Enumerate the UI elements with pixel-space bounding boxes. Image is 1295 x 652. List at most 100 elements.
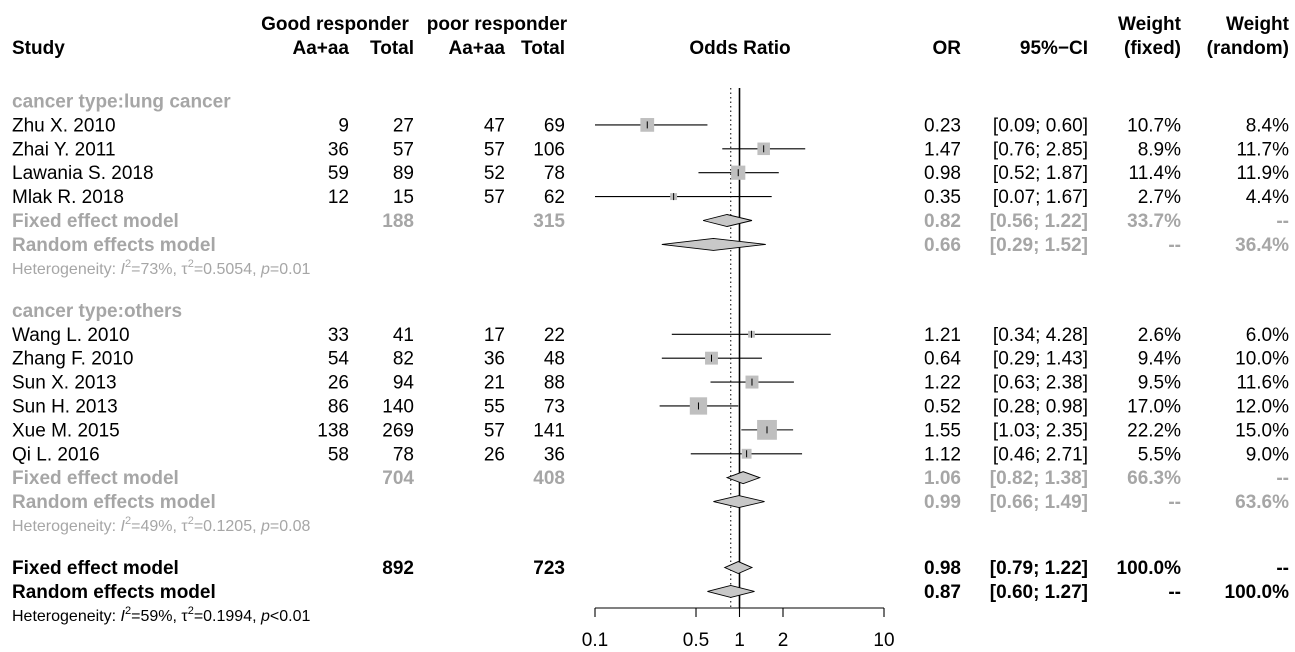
poor-total: 88 — [544, 373, 565, 394]
summary-or: 0.99 — [924, 492, 961, 513]
weight-fixed: 9.5% — [1138, 373, 1181, 394]
or-value: 0.64 — [924, 349, 961, 370]
good-total: 57 — [393, 139, 414, 160]
summary-or: 0.98 — [924, 558, 961, 579]
weight-random: 15.0% — [1235, 420, 1289, 441]
summary-or: 0.82 — [924, 211, 961, 232]
weight-random: 4.4% — [1246, 187, 1289, 208]
summary-label: Random effects model — [12, 235, 216, 256]
summary-weight-random: 36.4% — [1235, 235, 1289, 256]
header-good-events: Aa+aa — [292, 38, 349, 59]
weight-fixed: 5.5% — [1138, 444, 1181, 465]
good-events: 59 — [328, 163, 349, 184]
header-good-total: Total — [370, 38, 414, 59]
summary-poor-total: 408 — [533, 468, 565, 489]
poor-total: 73 — [544, 396, 565, 417]
good-total: 269 — [382, 420, 414, 441]
summary-weight-random: 63.6% — [1235, 492, 1289, 513]
heterogeneity-text: Heterogeneity: I2=59%, τ2=0.1994, p<0.01 — [12, 605, 310, 625]
summary-weight-fixed: -- — [1168, 582, 1181, 603]
summary-good-total: 704 — [382, 468, 414, 489]
poor-total: 141 — [533, 420, 565, 441]
study-name: Qi L. 2016 — [12, 444, 100, 465]
good-total: 89 — [393, 163, 414, 184]
good-total: 41 — [393, 325, 414, 346]
summary-diamond — [707, 584, 755, 598]
poor-total: 36 — [544, 444, 565, 465]
poor-events: 57 — [484, 139, 505, 160]
good-events: 54 — [328, 349, 350, 370]
summary-ci: [0.60; 1.27] — [990, 582, 1088, 603]
poor-total: 62 — [544, 187, 565, 208]
study-name: Xue M. 2015 — [12, 420, 120, 441]
summary-or: 0.87 — [924, 582, 961, 603]
poor-events: 36 — [484, 349, 505, 370]
weight-random: 8.4% — [1246, 115, 1289, 136]
study-name: Wang L. 2010 — [12, 325, 130, 346]
or-value: 1.12 — [924, 444, 961, 465]
good-events: 26 — [328, 373, 349, 394]
weight-fixed: 8.9% — [1138, 139, 1181, 160]
summary-diamond — [703, 214, 753, 227]
study-name: Sun X. 2013 — [12, 373, 117, 394]
poor-events: 52 — [484, 163, 505, 184]
poor-total: 106 — [533, 139, 565, 160]
poor-total: 48 — [544, 349, 565, 370]
header-weight-random: (random) — [1207, 38, 1289, 59]
summary-good-total: 892 — [382, 558, 414, 579]
good-total: 15 — [393, 187, 414, 208]
good-events: 33 — [328, 325, 349, 346]
header-poor-responder: poor responder — [427, 14, 568, 35]
poor-events: 26 — [484, 444, 505, 465]
poor-total: 78 — [544, 163, 565, 184]
summary-label: Random effects model — [12, 582, 216, 603]
summary-weight-random: -- — [1276, 468, 1289, 489]
weight-fixed: 22.2% — [1127, 420, 1181, 441]
summary-weight-fixed: -- — [1168, 235, 1181, 256]
study-name: Zhai Y. 2011 — [12, 139, 116, 160]
weight-fixed: 10.7% — [1127, 115, 1181, 136]
good-events: 138 — [317, 420, 349, 441]
study-name: Sun H. 2013 — [12, 396, 118, 417]
summary-weight-random: -- — [1276, 211, 1289, 232]
or-value: 0.52 — [924, 396, 961, 417]
good-total: 82 — [393, 349, 414, 370]
x-tick-label: 0.1 — [582, 630, 608, 651]
good-events: 9 — [338, 115, 349, 136]
ci-value: [0.34; 4.28] — [993, 325, 1088, 346]
or-value: 0.35 — [924, 187, 961, 208]
summary-weight-random: 100.0% — [1225, 582, 1290, 603]
summary-diamond — [725, 471, 762, 485]
study-name: Zhang F. 2010 — [12, 349, 133, 370]
header-ci: 95%−CI — [1020, 38, 1088, 59]
weight-random: 11.9% — [1237, 163, 1290, 184]
summary-label: Fixed effect model — [12, 211, 179, 232]
study-name: Lawania S. 2018 — [12, 163, 154, 184]
x-tick-label: 0.5 — [683, 630, 709, 651]
weight-random: 6.0% — [1246, 325, 1289, 346]
poor-events: 21 — [484, 373, 505, 394]
header-weight-fixed: (fixed) — [1124, 38, 1181, 59]
weight-fixed: 2.7% — [1138, 187, 1181, 208]
good-total: 94 — [393, 373, 415, 394]
header-or: OR — [933, 38, 962, 59]
study-name: Zhu X. 2010 — [12, 115, 116, 136]
summary-diamond — [661, 237, 766, 251]
subgroup-label: cancer type:others — [12, 301, 182, 322]
header-odds-ratio: Odds Ratio — [689, 38, 790, 59]
weight-fixed: 17.0% — [1127, 396, 1181, 417]
summary-weight-random: -- — [1276, 558, 1289, 579]
good-events: 58 — [328, 444, 349, 465]
summary-good-total: 188 — [382, 211, 414, 232]
or-value: 0.23 — [924, 115, 961, 136]
weight-fixed: 2.6% — [1138, 325, 1181, 346]
or-value: 1.55 — [924, 420, 961, 441]
ci-value: [0.52; 1.87] — [993, 163, 1088, 184]
summary-label: Random effects model — [12, 492, 216, 513]
summary-ci: [0.56; 1.22] — [990, 211, 1088, 232]
plot-layer — [594, 88, 885, 617]
weight-random: 11.6% — [1237, 373, 1290, 394]
subgroup-label: cancer type:lung cancer — [12, 92, 231, 113]
